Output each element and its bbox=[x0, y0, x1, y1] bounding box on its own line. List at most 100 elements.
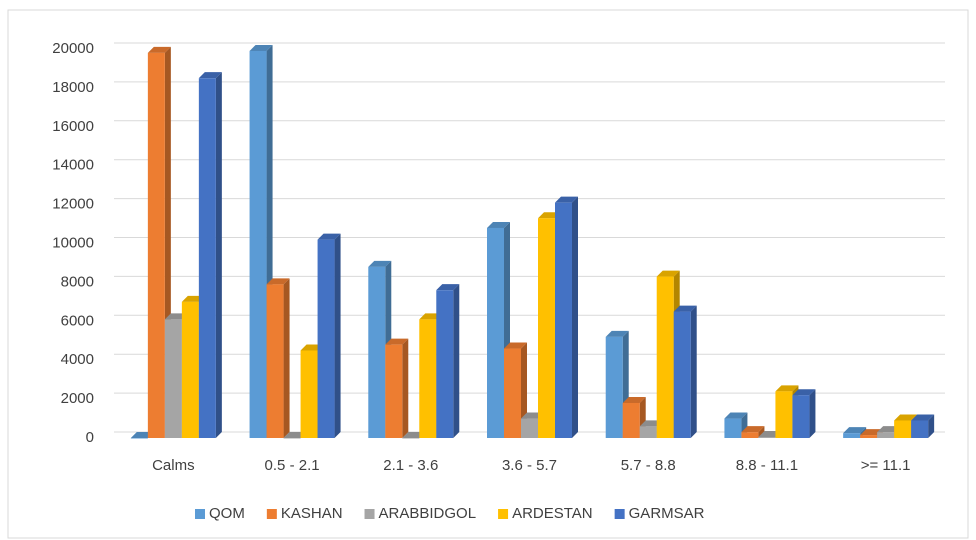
bar-top bbox=[147, 46, 171, 53]
bar-front bbox=[894, 420, 912, 438]
bar bbox=[741, 426, 765, 438]
bar-front bbox=[911, 420, 929, 438]
bar-front bbox=[436, 290, 454, 438]
bar-front bbox=[487, 227, 504, 438]
bar-front bbox=[843, 433, 861, 438]
bar-front bbox=[300, 350, 318, 438]
bar-front bbox=[775, 391, 793, 438]
bar-front bbox=[555, 202, 572, 438]
bar-top bbox=[368, 260, 392, 267]
bar-front bbox=[181, 301, 199, 438]
bar-front bbox=[402, 438, 420, 439]
bar bbox=[555, 196, 578, 438]
bar-top bbox=[487, 221, 510, 228]
legend-swatch bbox=[498, 509, 509, 519]
bar-top bbox=[317, 233, 341, 240]
bar-top bbox=[198, 72, 222, 79]
bar-top bbox=[843, 427, 867, 434]
bar-front bbox=[877, 432, 895, 438]
bar-front bbox=[283, 438, 301, 439]
bar-top bbox=[673, 305, 697, 312]
bar-side bbox=[758, 426, 765, 438]
legend-label: KASHAN bbox=[281, 505, 343, 522]
bar-front bbox=[147, 52, 165, 438]
bar-side bbox=[572, 196, 578, 438]
bar-front bbox=[538, 218, 555, 438]
x-tick-label: Calms bbox=[152, 457, 195, 474]
bar-top bbox=[894, 414, 918, 421]
bar-front bbox=[130, 438, 148, 439]
bar-side bbox=[690, 305, 697, 438]
bar-top bbox=[249, 44, 273, 51]
bar-top bbox=[775, 385, 799, 392]
bar-top bbox=[266, 278, 290, 285]
x-tick-label: >= 11.1 bbox=[861, 457, 911, 474]
bar-front bbox=[266, 284, 284, 438]
bar-front bbox=[622, 402, 640, 438]
bar-front bbox=[504, 348, 521, 438]
legend-label: GARMSAR bbox=[629, 505, 705, 522]
bar bbox=[198, 72, 222, 439]
legend-label: QOM bbox=[209, 505, 245, 522]
bar-side bbox=[402, 338, 409, 438]
y-tick-label: 10000 bbox=[52, 234, 94, 251]
bar-top bbox=[385, 338, 409, 345]
bar bbox=[911, 414, 935, 438]
bar-front bbox=[385, 344, 403, 438]
bar-top bbox=[656, 270, 680, 277]
legend-swatch bbox=[266, 509, 277, 519]
x-tick-label: 3.6 - 5.7 bbox=[502, 457, 557, 474]
bar-front bbox=[317, 239, 335, 438]
y-tick-label: 16000 bbox=[52, 118, 94, 135]
legend-label: ARDESTAN bbox=[512, 505, 593, 522]
bar-side bbox=[283, 278, 290, 438]
legend-swatch bbox=[195, 509, 205, 519]
bar-side bbox=[453, 284, 460, 438]
bar-front bbox=[792, 395, 810, 438]
bar-top bbox=[605, 330, 629, 337]
bar-side bbox=[809, 389, 816, 438]
bar bbox=[385, 338, 409, 438]
y-tick-label: 8000 bbox=[61, 273, 94, 290]
bar-front bbox=[419, 319, 437, 438]
bar-front bbox=[164, 319, 182, 438]
bar-top bbox=[555, 196, 578, 203]
bar bbox=[673, 305, 697, 438]
bar-top bbox=[741, 426, 765, 433]
bar bbox=[792, 389, 816, 438]
bar-side bbox=[215, 72, 222, 439]
bar-front bbox=[724, 418, 742, 438]
legend-swatch bbox=[364, 509, 375, 519]
bar-front bbox=[521, 418, 538, 438]
bar-front bbox=[368, 266, 386, 438]
y-tick-label: 6000 bbox=[61, 312, 94, 329]
bar-front bbox=[249, 50, 267, 438]
y-tick-label: 2000 bbox=[61, 390, 94, 407]
bar-top bbox=[724, 412, 748, 419]
bar-front bbox=[741, 432, 759, 438]
legend-swatch bbox=[614, 509, 625, 519]
bar-front bbox=[860, 435, 878, 438]
bar bbox=[436, 284, 460, 438]
y-tick-label: 18000 bbox=[52, 79, 94, 96]
bar bbox=[317, 233, 341, 438]
bar-top bbox=[504, 342, 527, 349]
y-tick-label: 14000 bbox=[52, 157, 94, 174]
bar bbox=[266, 278, 290, 438]
x-tick-label: 2.1 - 3.6 bbox=[383, 457, 438, 474]
bar-front bbox=[673, 311, 691, 438]
bar-front bbox=[605, 336, 623, 438]
bar-side bbox=[928, 414, 935, 438]
bar-top bbox=[792, 389, 816, 396]
bar-top bbox=[622, 396, 646, 403]
bar-top bbox=[436, 284, 460, 291]
y-tick-label: 0 bbox=[86, 429, 94, 446]
bar-top bbox=[911, 414, 935, 421]
bar-front bbox=[758, 437, 776, 438]
bar-front bbox=[198, 78, 216, 439]
chart-frame bbox=[7, 9, 969, 539]
y-tick-label: 4000 bbox=[61, 351, 94, 368]
x-tick-label: 8.8 - 11.1 bbox=[736, 457, 798, 474]
bar-front bbox=[639, 426, 657, 438]
